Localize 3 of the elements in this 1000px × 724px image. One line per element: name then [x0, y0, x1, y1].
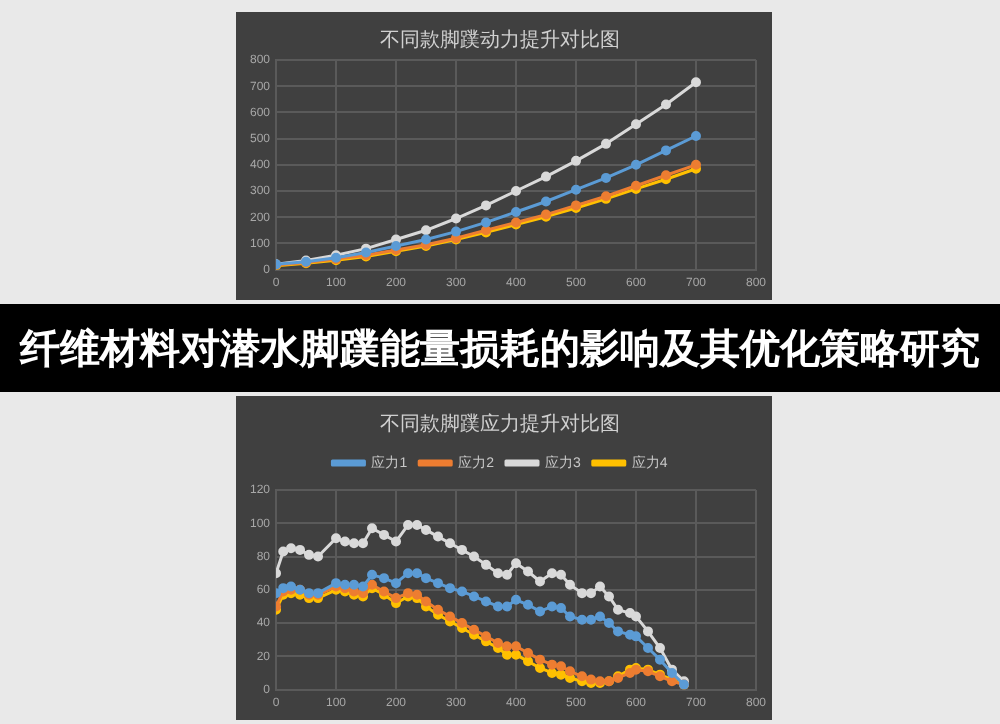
- chart-title: 不同款脚蹼动力提升对比图: [380, 27, 620, 52]
- chart-title: 不同款脚蹼应力提升对比图: [380, 411, 620, 436]
- text: 纤维材料对潜水脚蹼能量损耗的影响及其优化策略研究: [0, 304, 1000, 392]
